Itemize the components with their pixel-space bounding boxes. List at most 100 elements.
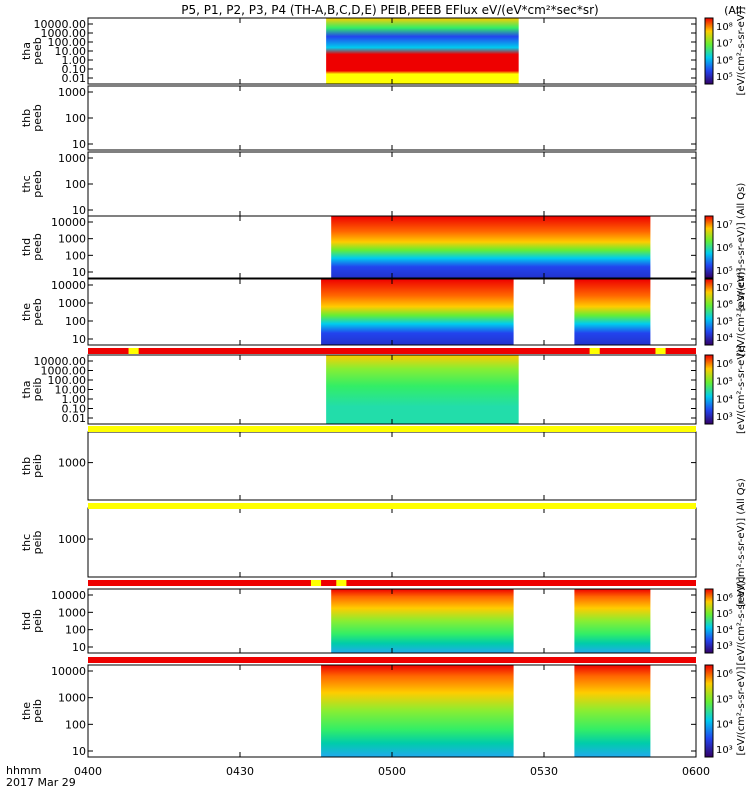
- status-bar-base: [88, 348, 696, 354]
- y-tick-label: 10: [72, 204, 86, 217]
- panel-probe-label: the: [20, 702, 33, 720]
- y-tick-label: 100: [65, 112, 86, 125]
- y-tick-label: 1000: [58, 606, 86, 619]
- colorbar-tick-label: 10⁶: [716, 593, 733, 604]
- colorbar: [704, 588, 714, 654]
- colorbar-label: [eV/(cm²-s-sr-eV)] (All Qs): [736, 183, 747, 312]
- y-tick-label: 1000: [58, 152, 86, 165]
- colorbar-label: [eV/(cm²-s-sr-eV)]: [736, 267, 747, 356]
- colorbar: [704, 354, 714, 425]
- x-tick-label: 0600: [682, 765, 710, 778]
- panel-probe-label: thb: [20, 109, 33, 127]
- x-axis-label-line2: 2017 Mar 29: [6, 776, 76, 789]
- colorbar-tick-label: 10⁶: [716, 55, 733, 66]
- panel-species-label: peib: [31, 609, 44, 633]
- colorbar-tick-label: 10⁸: [716, 22, 733, 33]
- colorbar-tick-label: 10⁶: [716, 669, 733, 680]
- x-tick-label: 0530: [530, 765, 558, 778]
- y-tick-label: 100: [65, 718, 86, 731]
- spectrogram-block: [574, 589, 651, 653]
- colorbar-label: [eV/(cm²-s-sr-eV)]: [736, 6, 747, 95]
- y-tick-label: 10000: [51, 216, 86, 229]
- colorbar-tick-label: 10⁶: [716, 243, 733, 254]
- panel-frame: [87, 507, 697, 578]
- spectrogram-block: [331, 216, 651, 278]
- colorbar-tick-label: 10⁷: [716, 283, 733, 294]
- y-tick-label: 1000: [58, 457, 86, 470]
- colorbar-tick-label: 10⁵: [716, 72, 733, 83]
- status-bar: [88, 580, 696, 586]
- y-tick-label: 10: [72, 333, 86, 346]
- status-bar: [88, 426, 696, 432]
- status-bar-mark: [589, 348, 600, 354]
- y-tick-label: 10.00: [55, 45, 87, 58]
- colorbar-tick-label: 10⁶: [716, 359, 733, 370]
- panel-species-label: peeb: [31, 170, 44, 198]
- colorbar-tick-label: 10⁵: [716, 266, 733, 277]
- status-bar-mark: [336, 580, 347, 586]
- panel-frame: [87, 431, 697, 501]
- y-tick-label: 1000: [58, 692, 86, 705]
- status-bar-base: [88, 580, 696, 586]
- panel-species-label: peib: [31, 378, 44, 402]
- spectrogram-block: [574, 665, 651, 757]
- colorbar-label: [eV/(cm²-s-sr-eV)] (All Qs): [736, 478, 747, 607]
- x-tick-label: 0430: [226, 765, 254, 778]
- y-tick-label: 1.00: [62, 54, 87, 67]
- y-tick-label: 10000.00: [34, 355, 87, 368]
- colorbar-tick-label: 10⁴: [716, 625, 733, 636]
- y-tick-label: 1000: [58, 297, 86, 310]
- y-tick-label: 0.01: [62, 412, 87, 425]
- panel-species-label: peeb: [31, 37, 44, 65]
- colorbar-tick-label: 10⁵: [716, 377, 733, 388]
- panel-probe-label: thd: [20, 238, 33, 256]
- y-tick-label: 0.01: [62, 72, 87, 85]
- colorbar-tick-label: 10⁵: [716, 609, 733, 620]
- panel-probe-label: the: [20, 303, 33, 321]
- panel-probe-label: thd: [20, 612, 33, 630]
- spectrogram-block: [321, 279, 514, 345]
- y-tick-label: 0.10: [62, 63, 87, 76]
- y-tick-label: 10000.00: [34, 18, 87, 31]
- panel-probe-label: tha: [20, 380, 33, 398]
- x-tick-label: 0500: [378, 765, 406, 778]
- colorbar-label: [eV/(cm²-s-sr-eV)]: [736, 576, 747, 665]
- colorbar-tick-label: 10⁷: [716, 220, 733, 231]
- x-axis: hhmm 2017 Mar 29 0400 0430 0500 0530 0600: [6, 764, 710, 789]
- y-tick-label: 10: [72, 266, 86, 279]
- y-tick-label: 10000: [51, 279, 86, 292]
- colorbar-tick-label: 10⁷: [716, 39, 733, 50]
- y-tick-label: 1000.00: [41, 365, 87, 378]
- figure-title: P5, P1, P2, P3, P4 (TH-A,B,C,D,E) PEIB,P…: [181, 3, 598, 17]
- y-tick-label: 10000: [51, 589, 86, 602]
- panel-frame: [87, 85, 697, 151]
- panel-species-label: peib: [31, 531, 44, 555]
- status-bar: [88, 657, 696, 663]
- y-tick-label: 100.00: [48, 374, 87, 387]
- panel-species-label: peeb: [31, 233, 44, 261]
- panels: 10000.001000.00100.0010.001.000.100.01th…: [20, 6, 747, 758]
- colorbar-tick-label: 10³: [716, 641, 733, 652]
- colorbar: [704, 278, 714, 346]
- status-bar-base: [88, 657, 696, 663]
- status-bar: [88, 503, 696, 509]
- colorbar-tick-label: 10³: [716, 412, 733, 423]
- y-tick-label: 100: [65, 178, 86, 191]
- colorbar: [704, 215, 714, 279]
- y-tick-label: 100.00: [48, 36, 87, 49]
- y-tick-label: 1000.00: [41, 27, 87, 40]
- y-tick-label: 10: [72, 138, 86, 151]
- spectrogram-block: [326, 355, 519, 424]
- status-bar-mark: [128, 348, 139, 354]
- panel-probe-label: thc: [20, 175, 33, 192]
- spectrogram-block: [326, 18, 519, 84]
- panel-species-label: peib: [31, 699, 44, 723]
- colorbar-tick-label: 10⁴: [716, 720, 733, 731]
- colorbar-tick-label: 10⁵: [716, 316, 733, 327]
